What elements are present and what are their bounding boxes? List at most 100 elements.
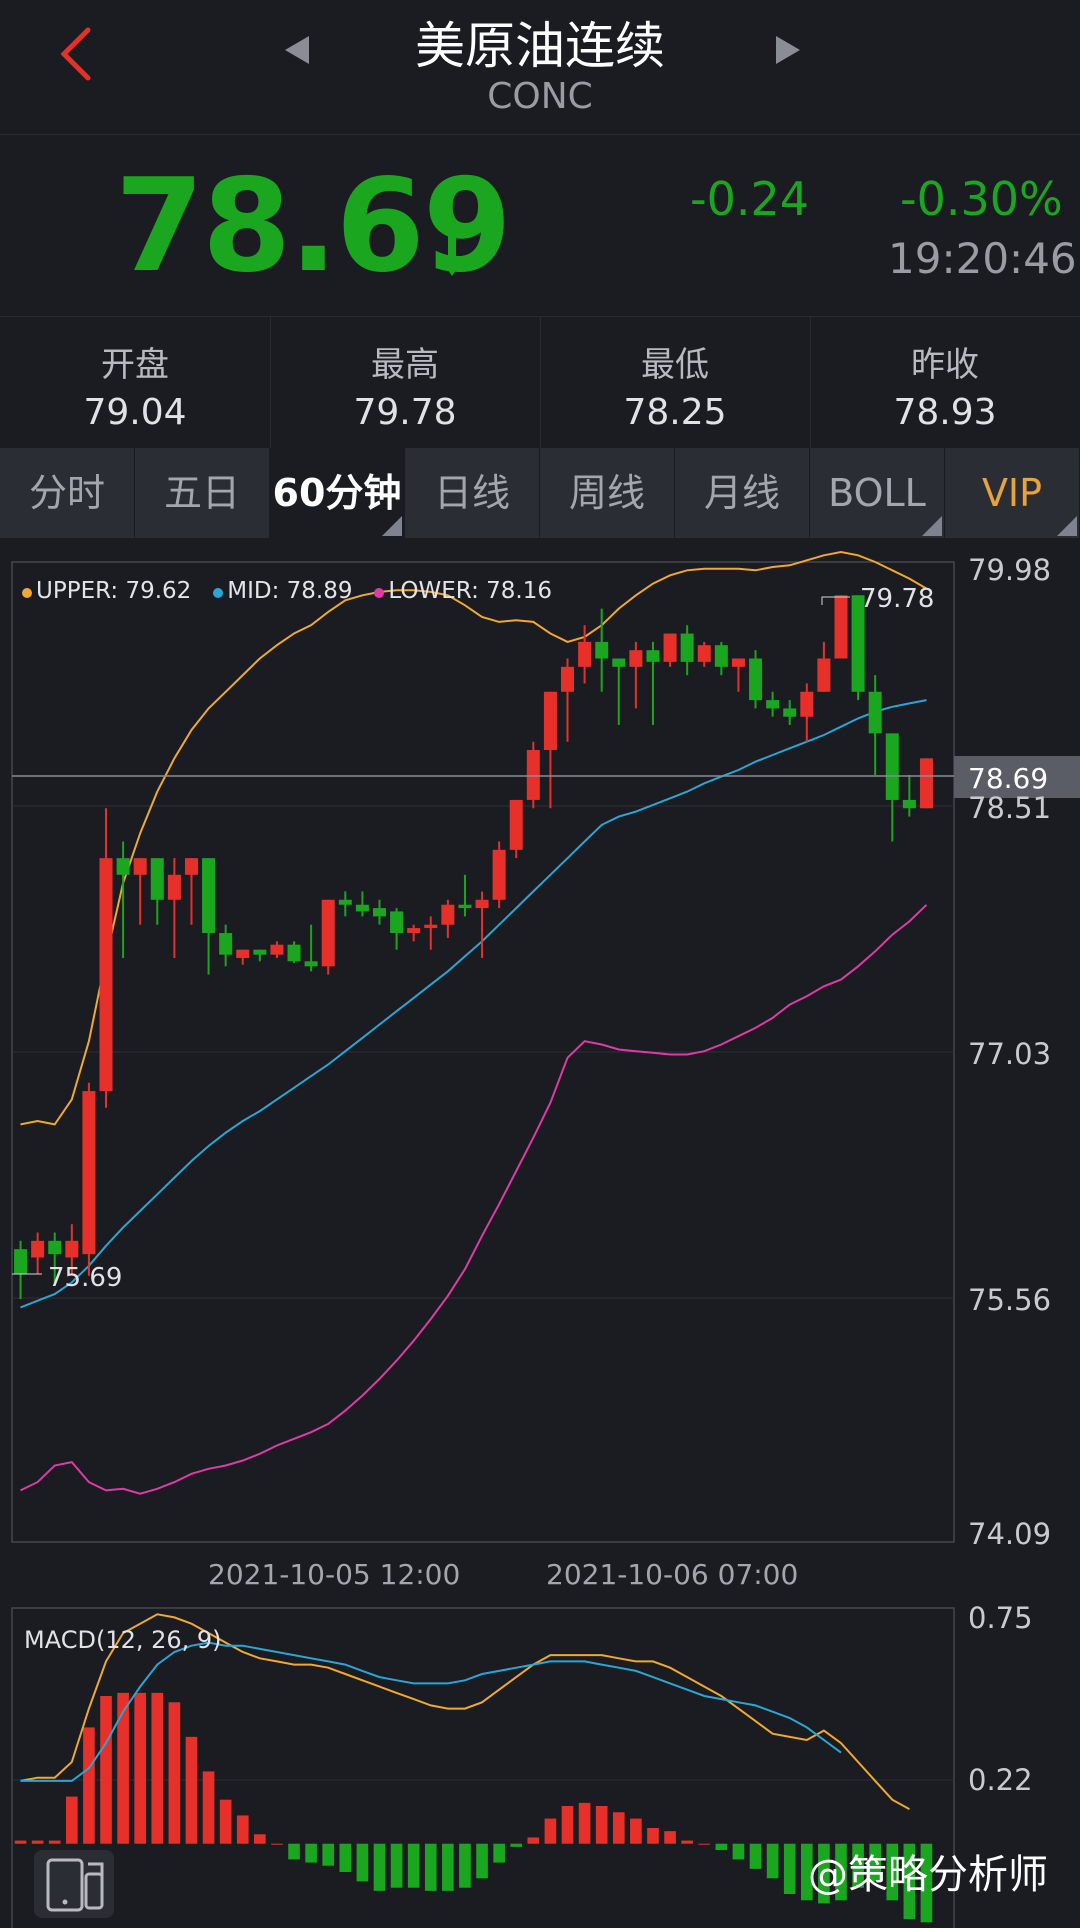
macd-chart[interactable]: MACD(12, 26, 9) 0.75 0.22	[0, 1600, 1080, 1928]
stat-label: 昨收	[911, 345, 979, 385]
tab-monthly[interactable]: 月线	[675, 448, 810, 538]
candle-body	[578, 641, 592, 667]
macd-histogram-bar	[681, 1840, 693, 1844]
stat-value: 78.25	[623, 392, 727, 433]
candle-body	[885, 733, 899, 800]
macd-histogram-bar	[339, 1843, 352, 1872]
macd-histogram-bar	[476, 1843, 488, 1879]
candle-body	[868, 691, 882, 734]
tab-five-day[interactable]: 五日	[135, 448, 270, 538]
candle-body	[680, 633, 694, 662]
boll-legend: UPPER: 79.62 MID: 78.89 LOWER: 78.16	[22, 578, 552, 604]
candle	[355, 891, 369, 917]
boll-lower-line	[20, 904, 928, 1495]
macd-histogram-bar	[749, 1843, 762, 1869]
tab-daily[interactable]: 日线	[405, 448, 540, 538]
macd-histogram-bar	[818, 1843, 830, 1904]
x-axis-date: 2021-10-05 12:00	[208, 1558, 460, 1590]
tab-boll[interactable]: BOLL	[810, 448, 945, 538]
candle	[749, 650, 763, 709]
candle-body	[595, 641, 609, 659]
macd-histogram-bar	[390, 1843, 403, 1888]
candle	[612, 658, 626, 726]
macd-histogram-bar	[14, 1840, 27, 1844]
macd-y-label: 0.22	[968, 1763, 1033, 1797]
symbol-code: CONC	[487, 76, 593, 117]
macd-histogram-bar	[424, 1843, 437, 1891]
macd-histogram-bar	[254, 1834, 266, 1844]
candle-body	[338, 899, 352, 905]
macd-histogram-bar	[271, 1843, 283, 1845]
candle	[133, 858, 147, 925]
candle	[458, 874, 472, 917]
macd-histogram-bar	[715, 1843, 728, 1850]
candle-body	[253, 949, 267, 955]
candle-body	[817, 658, 831, 692]
candle	[697, 641, 711, 667]
macd-histogram-bar	[48, 1840, 61, 1844]
next-arrow-icon[interactable]	[774, 34, 802, 66]
candlestick-chart[interactable]: 78.69 79.78 75.69 79.98 78.51 77.03 75.5…	[0, 540, 1080, 1590]
tab-60min[interactable]: 60分钟	[270, 448, 405, 538]
candle	[834, 595, 848, 659]
candle	[407, 924, 421, 942]
candle-body	[14, 1249, 28, 1275]
upper-dot-icon	[22, 588, 32, 598]
candle-body	[355, 904, 369, 912]
boll-mid-line	[20, 699, 927, 1309]
candle-body	[783, 708, 797, 717]
macd-histogram-bar	[595, 1806, 608, 1844]
page-title: 美原油连续	[415, 17, 665, 75]
macd-histogram-bar	[647, 1828, 659, 1844]
tab-label: VIP	[981, 471, 1043, 515]
candle	[509, 799, 523, 859]
candle-body	[697, 645, 711, 662]
candle-body	[167, 874, 181, 900]
candle-body	[475, 899, 489, 909]
candle	[150, 858, 164, 925]
macd-histogram-bar	[373, 1843, 386, 1891]
macd-y-label: 0.75	[968, 1601, 1033, 1635]
candle-body	[766, 700, 780, 709]
stat-label: 开盘	[101, 345, 169, 385]
macd-histogram-bar	[903, 1843, 916, 1920]
macd-title: MACD(12, 26, 9)	[24, 1626, 222, 1654]
header: 美原油连续 CONC	[0, 0, 1080, 135]
dropdown-corner-icon	[922, 516, 942, 536]
macd-histogram-bar	[561, 1806, 574, 1844]
candle-body	[851, 595, 865, 692]
quote-time: 19:20:46	[888, 234, 1077, 283]
macd-histogram-bar	[151, 1692, 164, 1844]
tab-vip[interactable]: VIP	[945, 448, 1080, 538]
candle-body	[407, 928, 421, 934]
stat-value: 79.78	[353, 392, 457, 433]
back-icon[interactable]	[58, 24, 98, 84]
macd-histogram-bar	[800, 1843, 813, 1901]
price-change-percent: -0.30%	[900, 172, 1063, 226]
candle-body	[424, 924, 438, 929]
stat-label: 最低	[641, 345, 709, 385]
legend-lower: LOWER: 78.16	[388, 578, 552, 604]
candle	[851, 595, 865, 701]
macd-histogram-bar	[134, 1692, 147, 1844]
candle-body	[441, 904, 455, 925]
tab-weekly[interactable]: 周线	[540, 448, 675, 538]
candle-body	[184, 858, 198, 875]
candle-body	[219, 933, 233, 955]
candle	[578, 625, 592, 684]
macd-histogram-bar	[527, 1837, 540, 1844]
macd-histogram-bar	[322, 1843, 335, 1866]
macd-histogram-bar	[578, 1802, 591, 1844]
candle-body	[561, 666, 575, 692]
macd-histogram-bar	[544, 1818, 557, 1844]
candle-body	[492, 849, 506, 900]
tab-intraday[interactable]: 分时	[0, 448, 135, 538]
macd-histogram-bar	[630, 1818, 642, 1844]
rotate-screen-button[interactable]	[34, 1850, 114, 1918]
candle	[902, 774, 916, 817]
boll-upper-line	[20, 550, 928, 1126]
high-marker: 79.78	[860, 584, 934, 614]
y-axis-label: 78.51	[968, 791, 1051, 825]
previous-arrow-icon[interactable]	[283, 34, 311, 66]
macd-histogram-bar	[612, 1812, 625, 1844]
